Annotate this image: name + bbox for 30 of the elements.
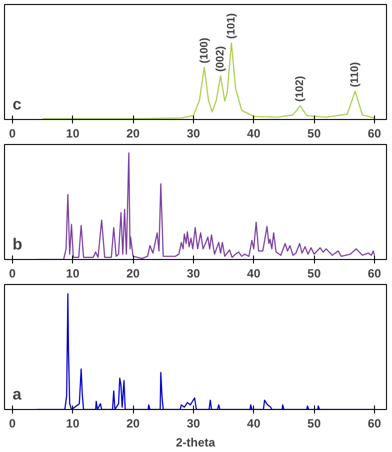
x-tick-label: 30	[186, 416, 200, 430]
x-tick-label: 60	[368, 266, 382, 280]
x-axis-title: 2-theta	[176, 436, 216, 450]
x-tick-label: 40	[247, 266, 261, 280]
x-tick-label: 20	[126, 126, 140, 140]
x-tick-label: 0	[9, 266, 16, 280]
x-tick-label: 20	[126, 416, 140, 430]
x-tick-label: 60	[368, 126, 382, 140]
x-tick-label: 40	[247, 416, 261, 430]
annotation: a	[12, 386, 22, 404]
annotation: c	[12, 96, 22, 114]
x-tick-label: 40	[247, 126, 261, 140]
x-tick-label: 0	[9, 126, 16, 140]
annotation: (102)	[294, 76, 306, 102]
x-tick-label: 20	[126, 266, 140, 280]
x-tick-label: 60	[368, 416, 382, 430]
annotation: (002)	[214, 46, 227, 72]
x-tick-label: 30	[186, 266, 200, 280]
x-tick-label: 50	[307, 416, 322, 430]
x-tick-label: 10	[66, 266, 80, 280]
annotation: (100)	[198, 37, 210, 64]
annotation: (110)	[349, 62, 362, 88]
x-tick-label: 50	[307, 266, 322, 280]
x-tick-label: 0	[9, 416, 16, 430]
x-tick-label: 10	[66, 126, 80, 140]
x-tick-label: 10	[66, 416, 80, 430]
annotation: b	[12, 236, 22, 254]
x-tick-label: 50	[307, 126, 322, 140]
annotation: (101)	[225, 12, 238, 39]
x-tick-label: 30	[186, 126, 200, 140]
